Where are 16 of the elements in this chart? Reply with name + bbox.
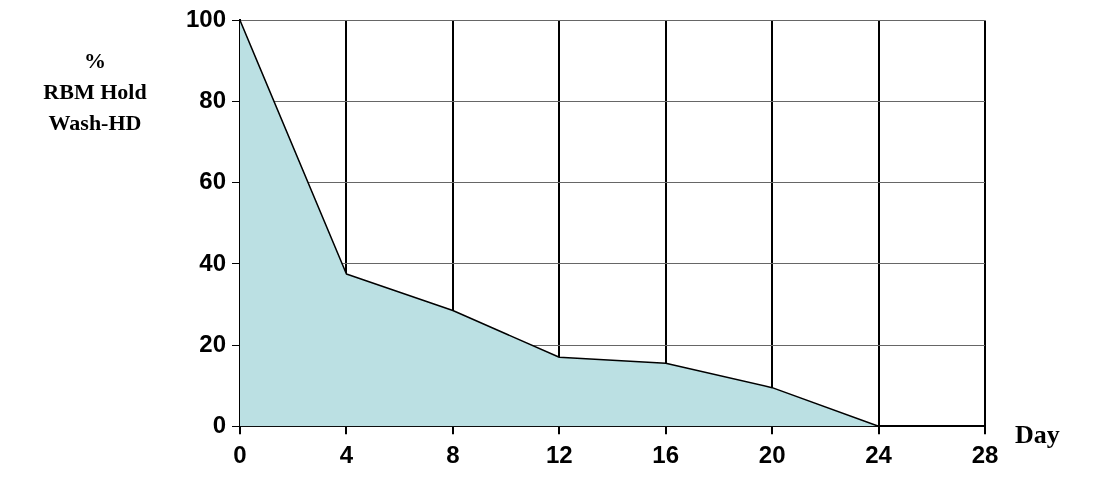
y-tick-label: 80 — [199, 86, 226, 114]
y-tick-label: 100 — [185, 5, 226, 33]
x-tick-label: 20 — [758, 441, 786, 469]
x-tick-label: 4 — [339, 441, 354, 469]
x-tick-label: 28 — [971, 441, 999, 469]
y-tick-label: 20 — [199, 329, 226, 357]
x-tick-label: 16 — [652, 441, 680, 469]
x-tick-label: 24 — [865, 441, 893, 469]
x-axis-title: Day — [1015, 420, 1060, 450]
x-tick-label: 0 — [233, 441, 247, 469]
y-tick-label: 40 — [199, 248, 226, 276]
x-tick-label: 12 — [545, 441, 573, 469]
x-tick-label: 8 — [446, 441, 460, 469]
y-axis-title: % RBM Hold Wash-HD — [42, 47, 148, 137]
y-tick-label: 60 — [199, 167, 226, 195]
y-tick-label: 0 — [212, 410, 226, 438]
